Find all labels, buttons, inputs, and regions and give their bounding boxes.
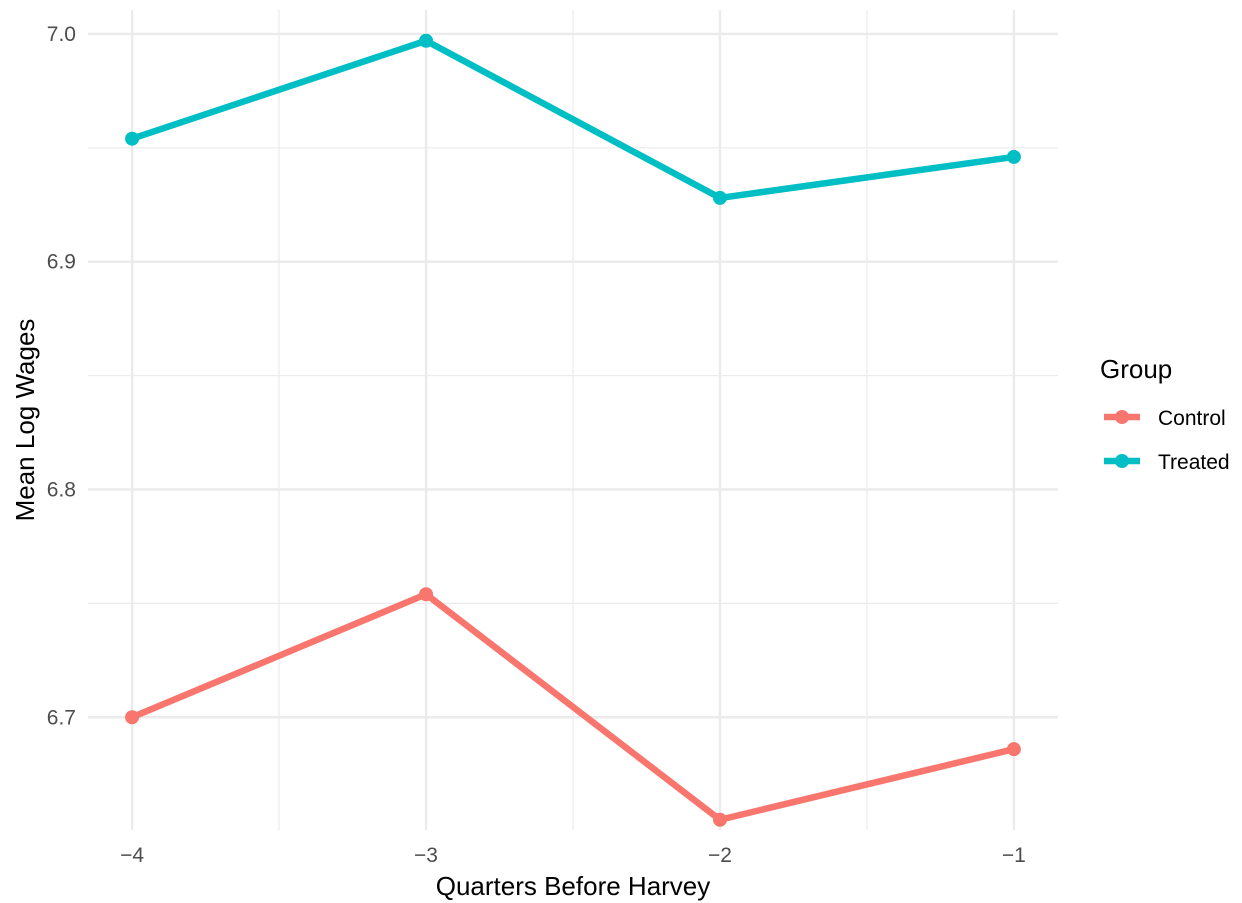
legend-items: Control Treated xyxy=(1104,407,1230,474)
y-tick-label: 6.8 xyxy=(47,478,76,501)
legend-key-point-treated xyxy=(1115,454,1129,468)
data-point-control xyxy=(125,710,140,725)
y-axis-title: Mean Log Wages xyxy=(10,319,40,522)
major-grid xyxy=(88,10,1058,830)
legend-title: Group xyxy=(1100,354,1172,384)
x-tick-label: −3 xyxy=(414,844,438,867)
x-axis-title: Quarters Before Harvey xyxy=(436,871,711,901)
x-tick-label: −1 xyxy=(1002,844,1026,867)
x-axis-ticks: −4 −3 −2 −1 xyxy=(120,844,1026,867)
data-point-treated xyxy=(419,33,434,48)
data-point-control xyxy=(419,587,434,602)
series-line-control xyxy=(130,591,1015,823)
series-line-treated xyxy=(131,37,1015,202)
data-point-control xyxy=(712,812,727,827)
series-layer xyxy=(125,33,1021,827)
y-axis-ticks: 6.7 6.8 6.9 7.0 xyxy=(47,23,76,729)
data-point-treated xyxy=(1006,149,1021,164)
y-tick-label: 6.7 xyxy=(47,706,76,729)
legend-label-treated: Treated xyxy=(1158,451,1230,474)
legend-label-control: Control xyxy=(1158,407,1226,430)
y-tick-label: 7.0 xyxy=(47,23,76,46)
legend-key-point-control xyxy=(1115,410,1129,424)
x-tick-label: −2 xyxy=(708,844,732,867)
data-point-control xyxy=(1006,742,1021,757)
data-point-treated xyxy=(712,190,727,205)
y-tick-label: 6.9 xyxy=(47,251,76,274)
x-tick-label: −4 xyxy=(120,844,144,867)
minor-grid xyxy=(88,10,1058,830)
legend: Group Control Treated xyxy=(1100,354,1230,474)
data-point-treated xyxy=(125,131,140,146)
